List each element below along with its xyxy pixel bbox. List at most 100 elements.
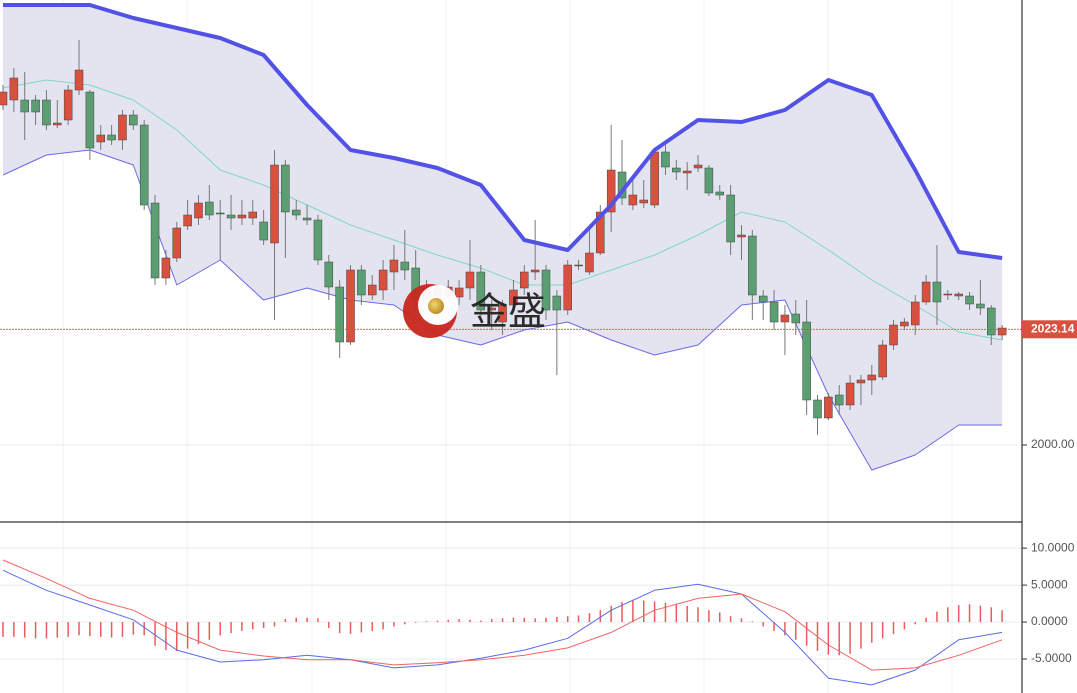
histogram-bar (947, 607, 949, 623)
candle-body (161, 257, 171, 279)
histogram-bar (89, 622, 91, 637)
histogram-bar (534, 618, 536, 623)
candle-body (63, 89, 73, 121)
candle-body (943, 293, 953, 296)
candle-body (150, 202, 160, 279)
candle-body (226, 214, 236, 219)
candle-body (172, 227, 182, 259)
histogram-bar (729, 616, 732, 623)
candle-body (270, 164, 279, 244)
candle-body (520, 271, 529, 289)
candle-body (42, 99, 51, 126)
band-fill (3, 5, 1003, 470)
histogram-bar (881, 622, 884, 639)
candle-body (606, 169, 616, 213)
candle-body (672, 167, 681, 173)
candle-body (118, 114, 127, 141)
histogram-bar (621, 602, 623, 623)
candle-body (910, 301, 920, 326)
candle-body (987, 307, 996, 336)
histogram-bar (230, 622, 232, 634)
histogram-bar (719, 612, 721, 623)
candle-body (574, 264, 583, 267)
candle-body (813, 399, 822, 419)
histogram-bar (371, 622, 373, 631)
candle-body (389, 259, 399, 273)
histogram-bar (208, 622, 211, 640)
candle-body (802, 321, 811, 401)
histogram-bar (273, 622, 276, 627)
histogram-bar (566, 616, 569, 623)
candle-body (205, 201, 214, 216)
last-price-label: 2023.14 (1031, 321, 1075, 335)
candle-body (183, 214, 192, 227)
histogram-bar (577, 615, 580, 623)
candle-body (758, 295, 768, 303)
histogram-bar (143, 622, 145, 636)
candle-body (259, 221, 268, 241)
histogram-bar (425, 621, 428, 623)
middle-band (2, 79, 1003, 341)
histogram-bar (219, 622, 221, 636)
histogram-bar (849, 622, 851, 654)
histogram-bar (67, 622, 69, 637)
histogram-bar (414, 622, 417, 623)
candle-body (0, 91, 8, 106)
histogram-bar (556, 616, 558, 623)
candle-body (715, 191, 725, 196)
histogram-bar (545, 617, 547, 623)
y-tick-label: 2000.00 (1031, 437, 1075, 451)
candle-body (791, 313, 801, 324)
histogram-bar (892, 622, 895, 634)
candle-body (378, 269, 388, 291)
candle-body (682, 170, 692, 174)
candle-body (9, 77, 19, 101)
histogram-bar (317, 618, 319, 623)
histogram-bar (197, 622, 200, 645)
histogram-bar (979, 605, 982, 623)
candle-body (346, 269, 355, 343)
histogram-bar (838, 622, 840, 656)
candle-body (509, 289, 518, 306)
candle-body (367, 284, 377, 296)
histogram-bar (469, 619, 471, 623)
histogram-bar (23, 622, 26, 638)
histogram-bar (664, 602, 667, 623)
candle-body (541, 269, 551, 311)
histogram-bar (132, 622, 135, 635)
candle-body (976, 303, 985, 309)
histogram-bar (599, 610, 602, 623)
candle-body (878, 344, 887, 378)
watermark-text: 金盛 (470, 290, 546, 334)
candle-body (139, 124, 149, 206)
candle-body (834, 394, 844, 406)
candle-body (357, 269, 366, 296)
histogram-bar (990, 607, 993, 623)
candle-body (780, 314, 790, 323)
histogram-bar (252, 622, 254, 630)
candle-body (85, 91, 95, 149)
candle-body (704, 167, 714, 194)
histogram-bar (99, 622, 102, 637)
histogram-bar (56, 622, 59, 638)
candle-body (281, 164, 290, 213)
candle-body (661, 151, 670, 168)
candle-body (726, 194, 735, 243)
histogram-bar (262, 622, 265, 628)
histogram-bar (925, 617, 927, 623)
histogram-bar (871, 622, 873, 643)
candle-body (628, 194, 638, 206)
histogram-bar (480, 620, 482, 623)
upper-band (3, 3, 1003, 260)
histogram-bar (686, 605, 688, 623)
candle-body (596, 211, 605, 254)
histogram-bar (34, 622, 37, 639)
candle-body (498, 304, 507, 323)
candle-body (769, 301, 779, 323)
histogram-bar (762, 622, 764, 627)
candle-body (585, 252, 594, 273)
candle-body (900, 321, 909, 327)
candle-body (313, 219, 323, 261)
histogram-bar (176, 622, 178, 651)
histogram-bar (121, 622, 124, 637)
